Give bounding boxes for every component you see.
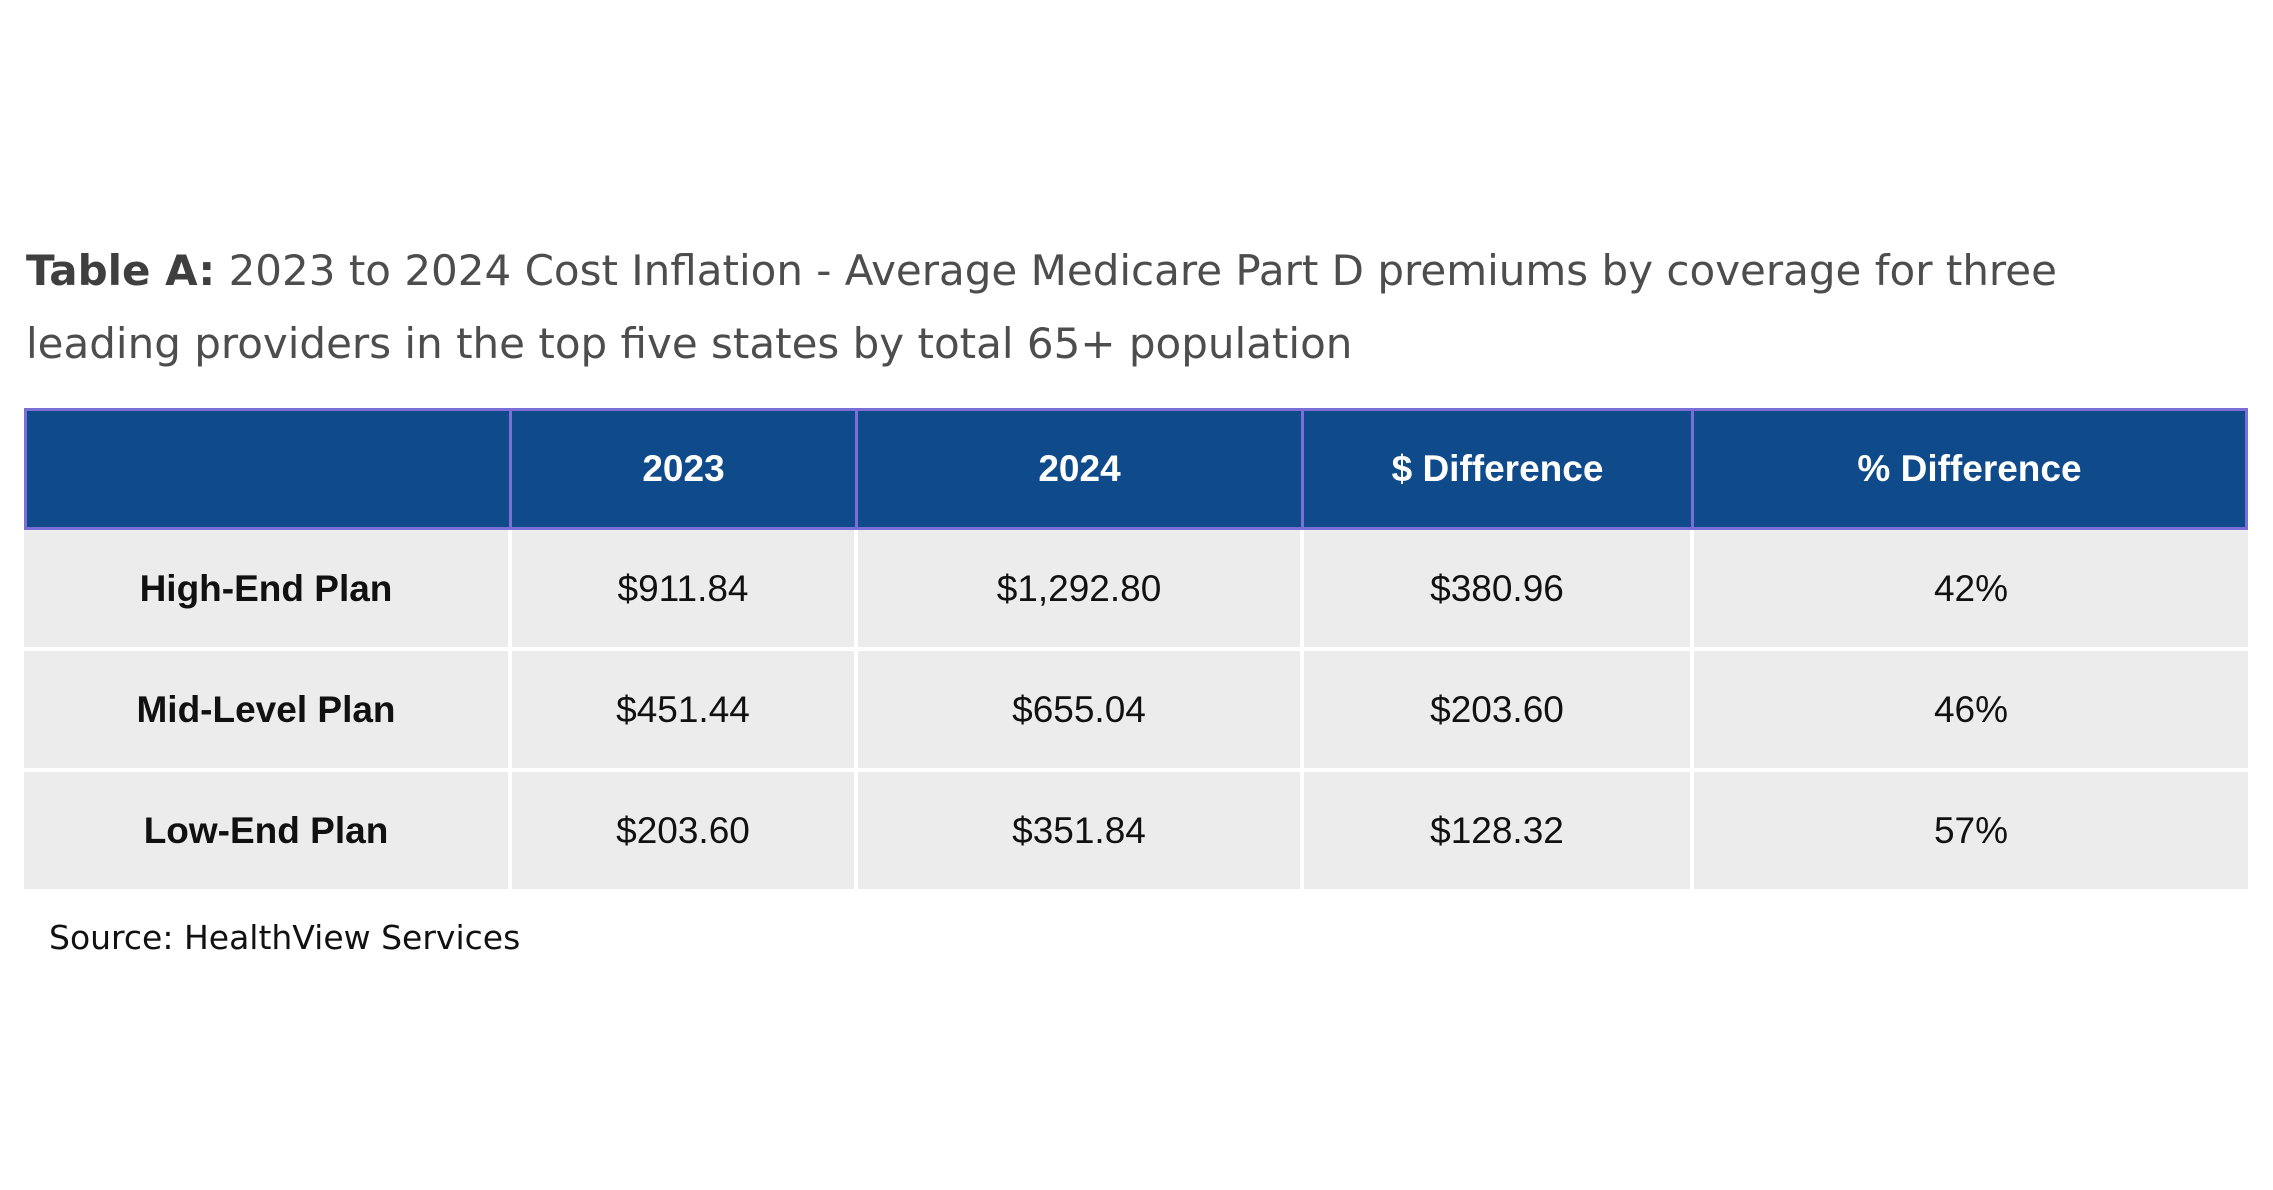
row-label: Low-End Plan [24, 772, 512, 893]
cell-dollar-difference: $128.32 [1304, 772, 1694, 893]
cell-2024: $1,292.80 [858, 530, 1304, 651]
header-cell-blank [24, 408, 512, 530]
table-row: Mid-Level Plan $451.44 $655.04 $203.60 4… [24, 651, 2248, 772]
source-note: Source: HealthView Services [49, 918, 521, 957]
cell-percent-difference: 42% [1694, 530, 2248, 651]
caption-label: Table A: [26, 246, 216, 295]
caption-text: 2023 to 2024 Cost Inflation - Average Me… [26, 246, 2057, 368]
cell-dollar-difference: $203.60 [1304, 651, 1694, 772]
cell-percent-difference: 46% [1694, 651, 2248, 772]
header-cell-2023: 2023 [512, 408, 858, 530]
cell-2023: $911.84 [512, 530, 858, 651]
row-label: Mid-Level Plan [24, 651, 512, 772]
header-cell-dollar-difference: $ Difference [1304, 408, 1694, 530]
header-cell-percent-difference: % Difference [1694, 408, 2248, 530]
cell-dollar-difference: $380.96 [1304, 530, 1694, 651]
table-row: Low-End Plan $203.60 $351.84 $128.32 57% [24, 772, 2248, 893]
cell-2024: $655.04 [858, 651, 1304, 772]
cell-2023: $451.44 [512, 651, 858, 772]
table-row: High-End Plan $911.84 $1,292.80 $380.96 … [24, 530, 2248, 651]
cell-2023: $203.60 [512, 772, 858, 893]
header-row: 2023 2024 $ Difference % Difference [24, 408, 2248, 530]
header-cell-2024: 2024 [858, 408, 1304, 530]
table-caption: Table A: 2023 to 2024 Cost Inflation - A… [26, 234, 2126, 380]
cell-2024: $351.84 [858, 772, 1304, 893]
row-label: High-End Plan [24, 530, 512, 651]
premium-table: 2023 2024 $ Difference % Difference High… [24, 408, 2248, 893]
cell-percent-difference: 57% [1694, 772, 2248, 893]
